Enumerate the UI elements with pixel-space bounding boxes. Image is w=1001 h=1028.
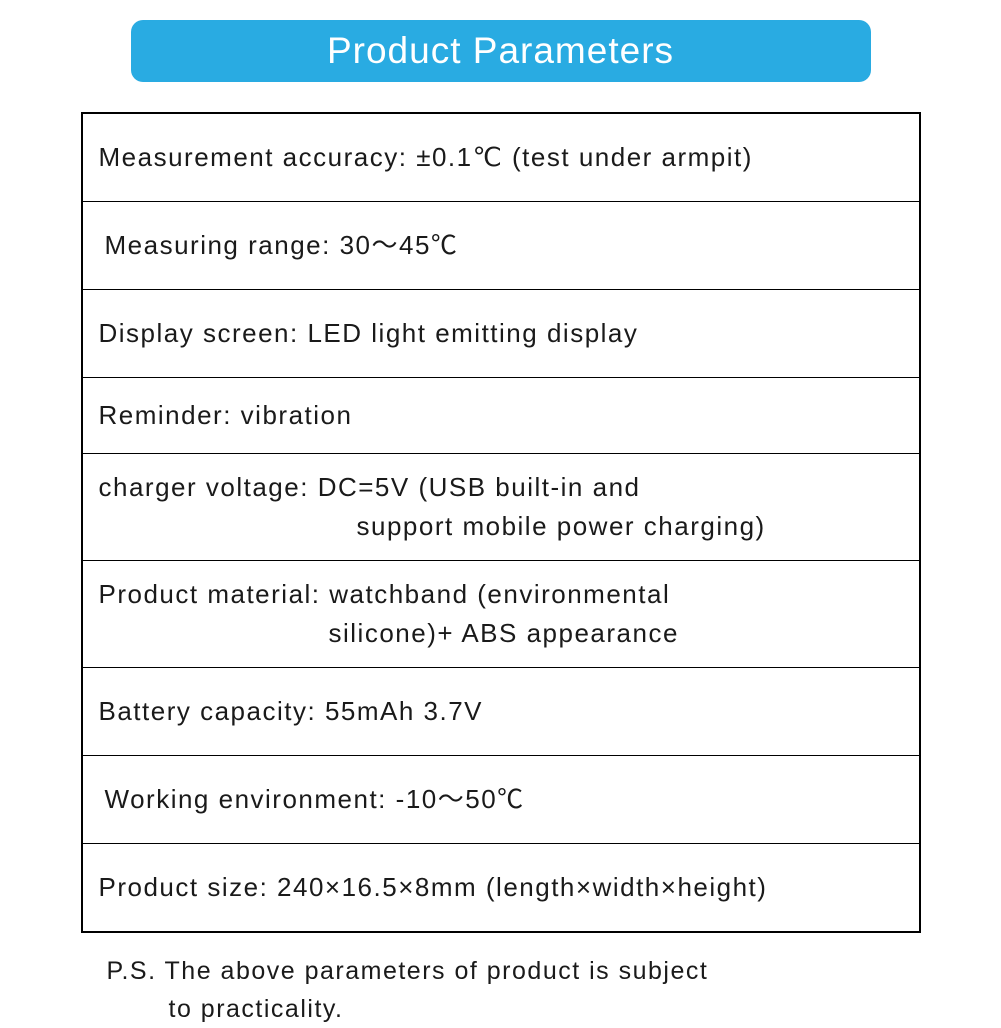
cell-label: Product material: <box>99 579 321 609</box>
cell-label: Display screen: <box>99 318 299 348</box>
table-row: Display screen: LED light emitting displ… <box>82 290 920 378</box>
table-row: Product size: 240×16.5×8mm (length×width… <box>82 844 920 933</box>
cell-value-line2: support mobile power charging) <box>99 507 903 546</box>
table-row: Reminder: vibration <box>82 378 920 454</box>
table-row: Measurement accuracy: ±0.1℃ (test under … <box>82 113 920 202</box>
table-row: Product material: watchband (environment… <box>82 561 920 668</box>
table-row: Working environment: -10～50℃ <box>82 756 920 844</box>
cell-label: Measuring range: <box>105 230 331 260</box>
footnote: P.S. The above parameters of product is … <box>81 953 921 1028</box>
cell-label: Working environment: <box>105 784 387 814</box>
table-cell: charger voltage: DC=5V (USB built-in and… <box>82 454 920 561</box>
table-row: Measuring range: 30～45℃ <box>82 202 920 290</box>
cell-label: Measurement accuracy: <box>99 142 408 172</box>
cell-value: DC=5V (USB built-in and <box>318 472 641 502</box>
table-cell: Reminder: vibration <box>82 378 920 454</box>
header-title: Product Parameters <box>327 30 674 72</box>
cell-label: Product size: <box>99 872 269 902</box>
table-cell: Measuring range: 30～45℃ <box>82 202 920 290</box>
table-row: Battery capacity: 55mAh 3.7V <box>82 668 920 756</box>
cell-value: LED light emitting display <box>307 318 638 348</box>
table-cell: Battery capacity: 55mAh 3.7V <box>82 668 920 756</box>
cell-value-line2: silicone)+ ABS appearance <box>99 614 903 653</box>
cell-line1: Product material: watchband (environment… <box>99 575 903 614</box>
cell-line1: charger voltage: DC=5V (USB built-in and <box>99 468 903 507</box>
main-container: Product Parameters Measurement accuracy:… <box>0 20 1001 1028</box>
footnote-line1: P.S. The above parameters of product is … <box>107 953 921 991</box>
cell-value: vibration <box>241 400 353 430</box>
cell-value: 240×16.5×8mm (length×width×height) <box>277 872 767 902</box>
cell-label: Reminder: <box>99 400 232 430</box>
cell-value: -10～50℃ <box>396 784 525 814</box>
cell-label: Battery capacity: <box>99 696 317 726</box>
footnote-line2: to practicality. <box>107 991 921 1028</box>
table-body: Measurement accuracy: ±0.1℃ (test under … <box>82 113 920 932</box>
cell-value: watchband (environmental <box>329 579 670 609</box>
header-banner: Product Parameters <box>131 20 871 82</box>
parameters-table: Measurement accuracy: ±0.1℃ (test under … <box>81 112 921 933</box>
cell-value: 55mAh 3.7V <box>325 696 483 726</box>
cell-label: charger voltage: <box>99 472 309 502</box>
cell-value: ±0.1℃ (test under armpit) <box>416 142 753 172</box>
table-cell: Product size: 240×16.5×8mm (length×width… <box>82 844 920 933</box>
table-cell: Product material: watchband (environment… <box>82 561 920 668</box>
table-cell: Display screen: LED light emitting displ… <box>82 290 920 378</box>
table-cell: Working environment: -10～50℃ <box>82 756 920 844</box>
table-cell: Measurement accuracy: ±0.1℃ (test under … <box>82 113 920 202</box>
cell-value: 30～45℃ <box>340 230 459 260</box>
table-row: charger voltage: DC=5V (USB built-in and… <box>82 454 920 561</box>
